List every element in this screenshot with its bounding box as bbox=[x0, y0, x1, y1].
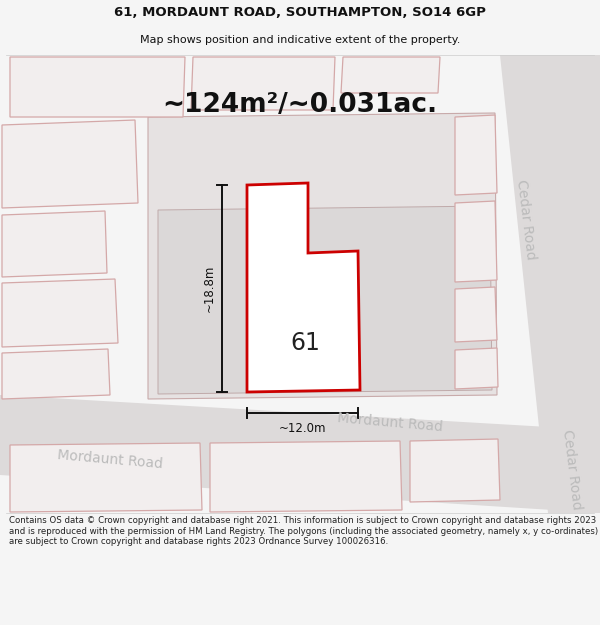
Text: ~18.8m: ~18.8m bbox=[203, 265, 215, 312]
Polygon shape bbox=[2, 279, 118, 347]
Polygon shape bbox=[191, 57, 335, 110]
Polygon shape bbox=[247, 183, 360, 392]
Text: 61: 61 bbox=[290, 331, 320, 355]
Polygon shape bbox=[455, 115, 497, 195]
Text: Cedar Road: Cedar Road bbox=[514, 179, 538, 261]
Polygon shape bbox=[0, 395, 600, 513]
Polygon shape bbox=[210, 441, 402, 512]
Polygon shape bbox=[455, 348, 498, 389]
Polygon shape bbox=[148, 113, 497, 399]
Text: Contains OS data © Crown copyright and database right 2021. This information is : Contains OS data © Crown copyright and d… bbox=[9, 516, 598, 546]
Polygon shape bbox=[158, 206, 492, 394]
Text: Map shows position and indicative extent of the property.: Map shows position and indicative extent… bbox=[140, 34, 460, 44]
Text: Cedar Road: Cedar Road bbox=[560, 429, 584, 511]
Polygon shape bbox=[10, 57, 185, 117]
Text: Mordaunt Road: Mordaunt Road bbox=[337, 411, 443, 434]
Polygon shape bbox=[455, 287, 497, 342]
Polygon shape bbox=[410, 439, 500, 502]
Polygon shape bbox=[455, 201, 497, 282]
Polygon shape bbox=[2, 120, 138, 208]
Polygon shape bbox=[2, 349, 110, 399]
Text: ~12.0m: ~12.0m bbox=[279, 422, 326, 436]
Polygon shape bbox=[500, 55, 600, 513]
Polygon shape bbox=[341, 57, 440, 93]
Polygon shape bbox=[2, 211, 107, 277]
Text: 61, MORDAUNT ROAD, SOUTHAMPTON, SO14 6GP: 61, MORDAUNT ROAD, SOUTHAMPTON, SO14 6GP bbox=[114, 6, 486, 19]
Text: Mordaunt Road: Mordaunt Road bbox=[56, 448, 163, 472]
Text: ~124m²/~0.031ac.: ~124m²/~0.031ac. bbox=[163, 92, 437, 118]
Polygon shape bbox=[10, 443, 202, 512]
